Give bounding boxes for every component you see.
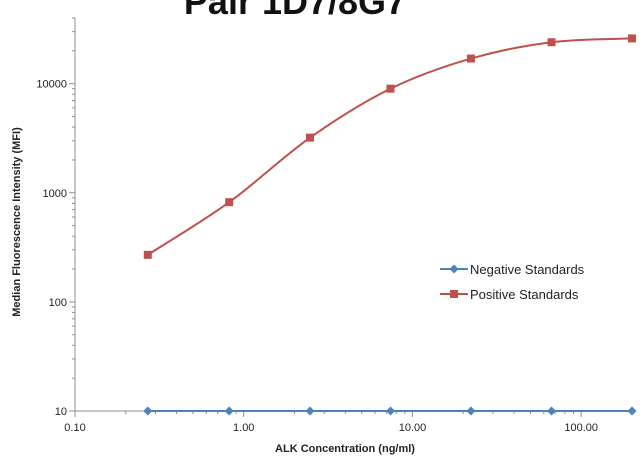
- y-tick-label: 1000: [43, 188, 67, 200]
- series-line-positive-standards: [147, 37, 633, 256]
- y-axis-label: Median Fluorescence Intensity (MFI): [11, 127, 23, 317]
- legend-marker: [449, 264, 459, 274]
- data-point-negative-standards: [224, 406, 234, 416]
- data-point-negative-standards: [547, 406, 557, 416]
- chart-title: Pair 1D7/8G7: [184, 0, 406, 22]
- x-tick-label: 100.00: [564, 422, 598, 434]
- data-point-positive-standards: [386, 84, 395, 93]
- legend-item-positive-standards: Positive Standards: [440, 287, 579, 302]
- y-tick-label: 10000: [36, 79, 67, 91]
- data-point-positive-standards: [305, 133, 314, 142]
- data-point-negative-standards: [466, 406, 476, 416]
- data-point-positive-standards: [225, 198, 234, 207]
- data-point-positive-standards: [628, 34, 636, 43]
- data-point-negative-standards: [305, 406, 315, 416]
- x-axis-label: ALK Concentration (ng/ml): [275, 443, 415, 455]
- series-negative-standards: [143, 406, 637, 416]
- x-tick-label: 0.10: [64, 422, 85, 434]
- data-point-positive-standards: [547, 38, 556, 47]
- legend-label: Positive Standards: [470, 287, 579, 302]
- data-point-negative-standards: [386, 406, 396, 416]
- series-positive-standards: [143, 34, 636, 259]
- y-tick-label: 100: [49, 297, 67, 309]
- x-tick-label: 10.00: [399, 422, 427, 434]
- y-tick-label: 10: [55, 406, 67, 418]
- axes: 10 100 1000 10000 0.10 1.00 10.00 100.00: [36, 17, 633, 434]
- data-point-positive-standards: [143, 250, 152, 259]
- legend-marker: [450, 290, 458, 298]
- data-point-positive-standards: [466, 54, 475, 63]
- data-point-negative-standards: [143, 406, 153, 416]
- series-layer: [143, 34, 637, 416]
- data-point-negative-standards: [627, 406, 637, 416]
- legend: Negative Standards Positive Standards: [440, 262, 585, 302]
- legend-item-negative-standards: Negative Standards: [440, 262, 585, 277]
- x-tick-label: 1.00: [233, 422, 254, 434]
- legend-label: Negative Standards: [470, 262, 585, 277]
